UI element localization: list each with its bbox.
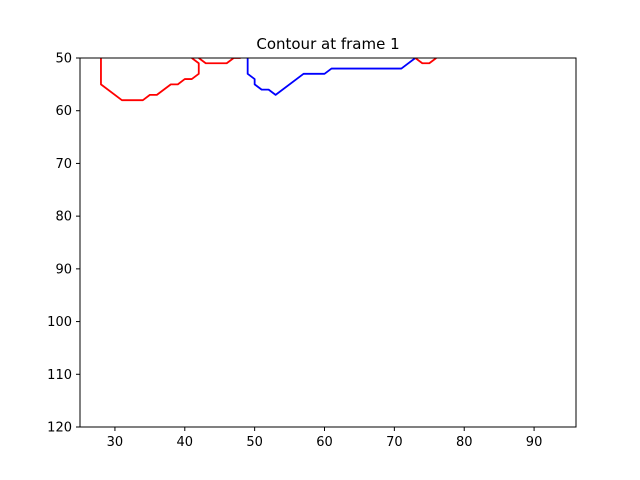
y-tick-label: 100 [47, 315, 72, 330]
chart-title: Contour at frame 1 [256, 35, 399, 53]
x-tick-label: 80 [456, 435, 473, 450]
y-tick-label: 90 [55, 262, 72, 277]
contour-line-4 [414, 58, 437, 65]
x-tick-label: 60 [316, 435, 333, 450]
contour-line-1 [100, 58, 200, 102]
y-tick-label: 120 [47, 421, 72, 436]
y-tick-label: 110 [47, 368, 72, 383]
contour-line-2 [198, 58, 241, 65]
y-tick-label: 80 [55, 210, 72, 225]
x-tick-label: 30 [107, 435, 124, 450]
y-tick-label: 70 [55, 157, 72, 172]
contour-line-3 [246, 58, 416, 96]
axes-frame [79, 57, 577, 428]
x-tick-label: 70 [386, 435, 403, 450]
y-tick-label: 60 [55, 104, 72, 119]
y-tick-label: 50 [55, 52, 72, 67]
x-axis: 30 40 50 60 70 80 90 [107, 427, 543, 450]
x-tick-label: 40 [177, 435, 194, 450]
x-tick-label: 50 [246, 435, 263, 450]
x-tick-label: 90 [526, 435, 543, 450]
y-axis: 50 60 70 80 90 100 110 120 [47, 52, 80, 436]
series-layer [100, 58, 437, 102]
